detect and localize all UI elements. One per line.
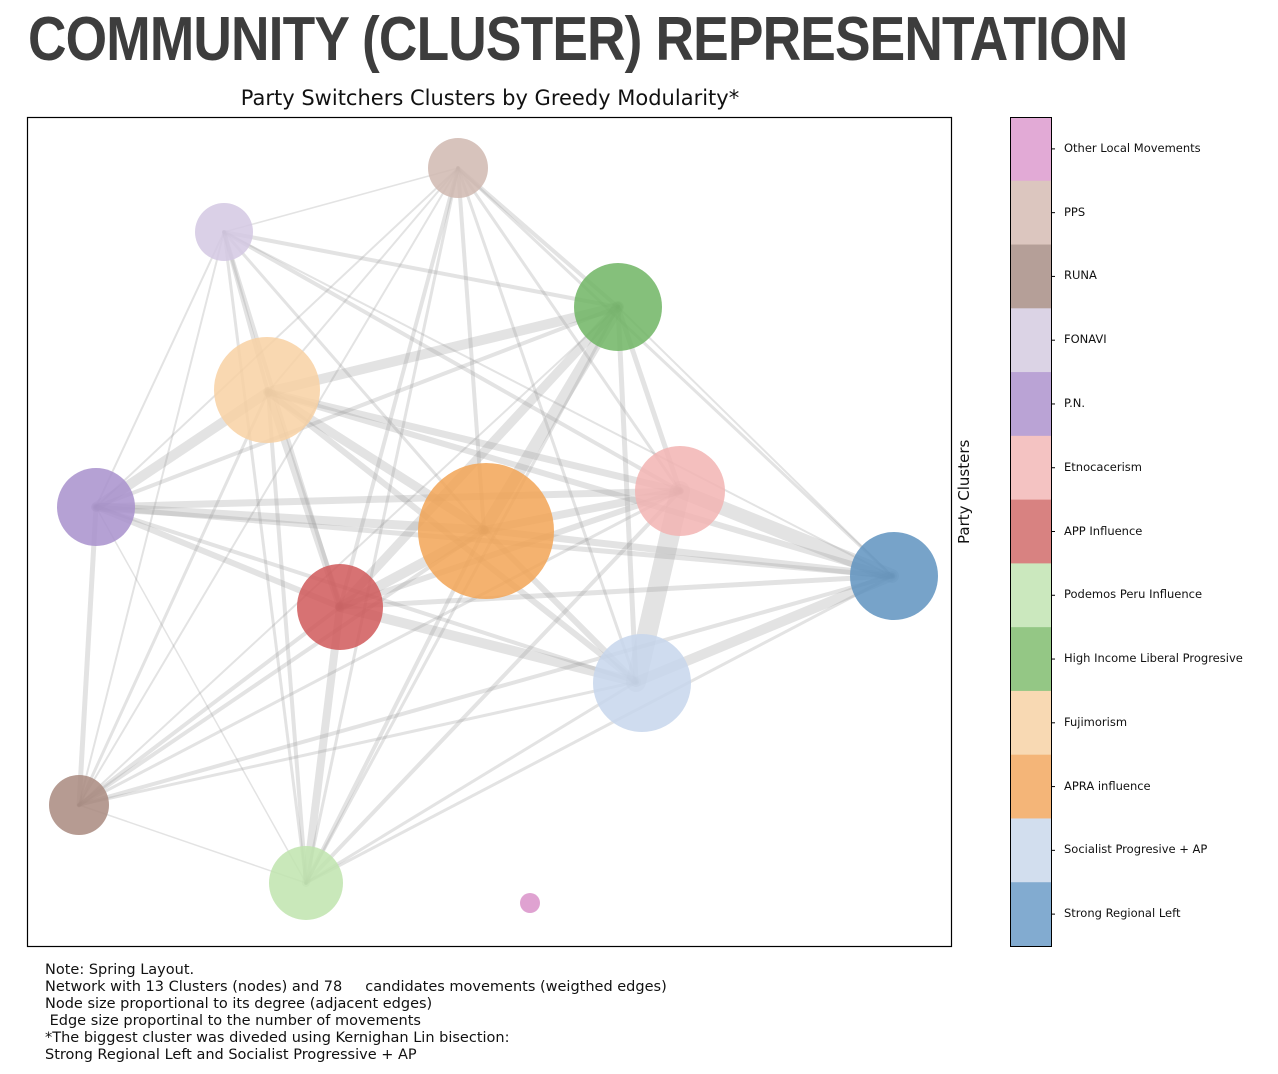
- colorbar-tick-label: APP Influence: [1064, 523, 1143, 538]
- colorbar-tick-label: Podemos Peru Influence: [1064, 587, 1203, 602]
- colorbar-segment: [1010, 308, 1051, 373]
- node-layer: [49, 138, 938, 920]
- edge: [78, 306, 619, 806]
- plot-frame: [26, 116, 953, 948]
- colorbar-frame: [1010, 117, 1052, 947]
- edge: [617, 306, 893, 577]
- edge: [94, 305, 620, 509]
- note-line: Strong Regional Left and Socialist Progr…: [45, 1047, 417, 1063]
- edge: [304, 305, 620, 885]
- colorbar-tick-label: Fujimorism: [1064, 714, 1128, 729]
- edge: [222, 230, 620, 309]
- colorbar-segment: [1010, 627, 1051, 692]
- node-other-local-movements: [520, 893, 540, 913]
- node-podemos-peru-influence: [269, 846, 343, 920]
- edge: [77, 680, 638, 807]
- edge: [302, 603, 344, 887]
- colorbar-segment: [1010, 435, 1051, 501]
- page-heading: COMMUNITY (CLUSTER) REPRESENTATION: [28, 5, 1128, 74]
- colorbar-tick-label: FONAVI: [1064, 332, 1107, 347]
- edge: [95, 167, 459, 508]
- edge: [337, 573, 895, 610]
- edge: [78, 231, 225, 806]
- colorbar-axis-label: Party Clusters: [955, 439, 973, 544]
- edge: [77, 489, 682, 807]
- colorbar-tick-label: P.N.: [1064, 395, 1086, 410]
- edge: [335, 302, 623, 612]
- edge: [304, 489, 682, 885]
- footnote: Note: Spring Layout. Network with 13 Clu…: [45, 962, 667, 1064]
- edge: [222, 230, 682, 493]
- colorbar-tick-label: RUNA: [1064, 268, 1097, 283]
- chart-title: Party Switchers Clusters by Greedy Modul…: [240, 86, 740, 110]
- edge: [95, 231, 225, 508]
- node-pps: [428, 138, 488, 198]
- colorbar-tick-label: APRA influence: [1064, 778, 1151, 793]
- note-line: Node size proportional to its degree (ad…: [45, 996, 433, 1012]
- edge: [456, 166, 682, 493]
- colorbar: [1010, 117, 1055, 947]
- edge: [456, 166, 894, 578]
- colorbar-segment: [1010, 372, 1051, 437]
- node-strong-regional-left: [850, 532, 938, 620]
- edge: [77, 528, 486, 807]
- colorbar-tick-label: High Income Liberal Progresive: [1064, 651, 1243, 666]
- node-runa: [49, 775, 109, 835]
- edge: [456, 166, 638, 684]
- edge: [265, 389, 895, 579]
- node-fonavi: [195, 203, 253, 261]
- edge: [77, 605, 342, 807]
- edge: [78, 167, 459, 806]
- note-line: Edge size proportinal to the number of m…: [45, 1013, 421, 1029]
- edge: [223, 167, 459, 233]
- colorbar-segment: [1010, 180, 1051, 246]
- edge: [264, 388, 684, 495]
- edge: [95, 506, 307, 884]
- node-app-influence: [297, 564, 383, 650]
- edge: [77, 390, 270, 807]
- node-p-n: [57, 468, 135, 546]
- edge: [304, 166, 460, 885]
- edge: [335, 602, 641, 687]
- note-line: Note: Spring Layout.: [45, 962, 195, 978]
- node-apra-influence: [418, 463, 554, 599]
- note-line: Network with 13 Clusters (nodes) and 78 …: [45, 979, 667, 995]
- colorbar-segment: [1010, 117, 1051, 182]
- edge: [78, 804, 307, 884]
- colorbar-segment: [1010, 882, 1051, 947]
- colorbar-tick-label: Strong Regional Left: [1064, 906, 1181, 921]
- node-fujimorism: [214, 337, 320, 443]
- node-etnocacerism: [635, 446, 725, 536]
- colorbar-segment: [1010, 818, 1051, 883]
- edge: [222, 230, 308, 885]
- colorbar-segment: [1010, 244, 1051, 309]
- colorbar-tick-label: Etnocacerism: [1064, 459, 1142, 474]
- colorbar-tick-label: PPS: [1064, 204, 1086, 219]
- node-socialist-progresive-ap: [593, 634, 691, 732]
- node-high-income-liberal-progresive: [574, 263, 662, 351]
- edge: [223, 231, 893, 577]
- colorbar-segment: [1010, 690, 1051, 756]
- colorbar-segment: [1010, 754, 1051, 819]
- edge: [93, 504, 343, 610]
- colorbar-segment: [1010, 563, 1051, 628]
- edge: [304, 574, 894, 885]
- edge: [304, 680, 638, 885]
- colorbar-tick-label: Other Local Movements: [1064, 140, 1201, 155]
- note-line: *The biggest cluster was diveded using K…: [45, 1030, 510, 1046]
- edge: [266, 390, 308, 885]
- edge: [338, 166, 460, 609]
- edge: [76, 504, 99, 808]
- edge: [615, 304, 639, 685]
- edge: [92, 487, 684, 511]
- colorbar-segment: [1010, 499, 1051, 564]
- edge: [263, 302, 623, 397]
- edge: [77, 574, 894, 807]
- colorbar-tick-label: Socialist Progresive + AP: [1064, 842, 1208, 857]
